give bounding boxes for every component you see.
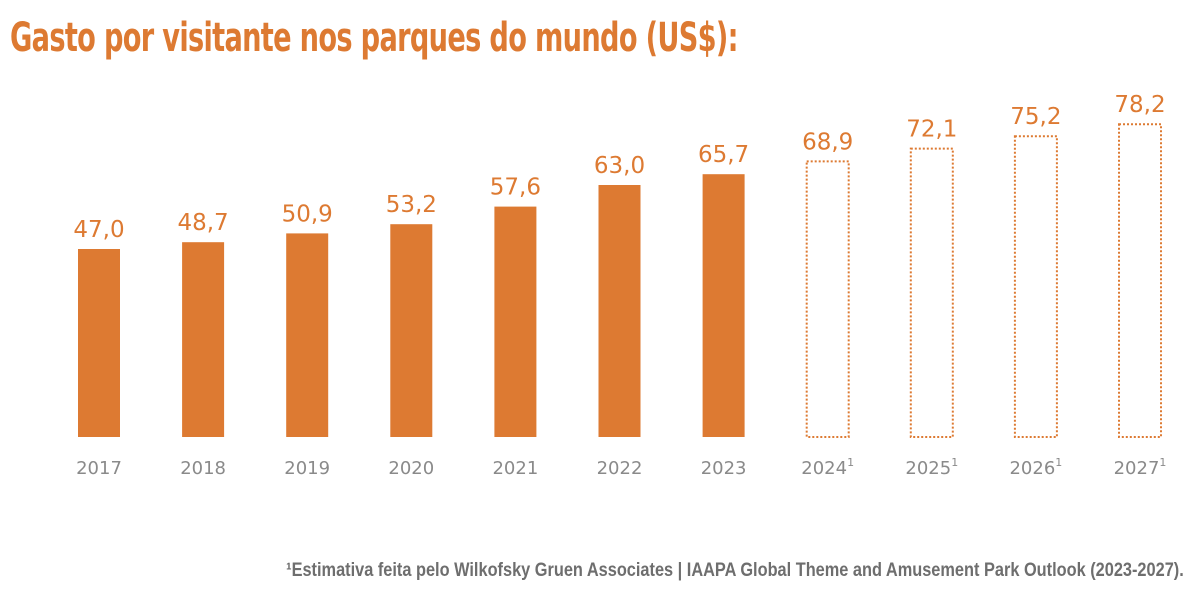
bar-estimated-2024 — [805, 160, 850, 438]
bar-chart: 47,0 2017 48,7 2018 50,9 2019 53,2 2020 57,6 2021… — [73, 92, 1167, 479]
x-tick-year: 2022 — [597, 458, 643, 479]
bar-estimated-2026 — [1013, 135, 1058, 438]
value-label-2020: 53,2 — [386, 192, 437, 218]
value-label-2018: 48,7 — [177, 210, 228, 236]
bar-estimated-2027 — [1118, 123, 1162, 438]
x-tick-label-2017: 2017 — [76, 458, 122, 479]
value-label-2017: 47,0 — [73, 217, 124, 243]
x-tick-year: 2024 — [801, 458, 847, 479]
x-tick-label-2027: 20271 — [1114, 456, 1167, 479]
bar-2020 — [390, 224, 433, 437]
value-label-2022: 63,0 — [594, 153, 645, 179]
x-tick-label-2022: 2022 — [597, 458, 643, 479]
value-label-2019: 50,9 — [282, 201, 333, 227]
x-tick-superscript: 1 — [1055, 456, 1062, 469]
x-tick-label-2018: 2018 — [180, 458, 226, 479]
source-footnote: ¹Estimativa feita pelo Wilkofsky Gruen A… — [286, 560, 1184, 581]
x-tick-label-2023: 2023 — [701, 458, 747, 479]
x-tick-year: 2017 — [76, 458, 122, 479]
bar-2017 — [78, 249, 120, 437]
x-tick-label-2021: 2021 — [492, 458, 538, 479]
value-label-2023: 65,7 — [698, 142, 749, 168]
x-tick-label-2019: 2019 — [284, 458, 330, 479]
x-tick-label-2020: 2020 — [388, 458, 434, 479]
bar-2019 — [286, 233, 329, 437]
x-tick-label-2024: 20241 — [801, 456, 854, 479]
x-tick-year: 2027 — [1114, 458, 1160, 479]
value-label-2025: 72,1 — [906, 117, 957, 143]
x-tick-superscript: 1 — [847, 456, 854, 469]
bar-2022 — [598, 185, 641, 437]
bar-2021 — [494, 206, 537, 437]
x-tick-year: 2018 — [180, 458, 226, 479]
x-tick-year: 2023 — [701, 458, 747, 479]
value-label-2024: 68,9 — [802, 129, 853, 155]
x-tick-superscript: 1 — [1159, 456, 1166, 469]
value-label-2026: 75,2 — [1010, 104, 1061, 130]
value-label-2027: 78,2 — [1114, 92, 1165, 118]
chart-title: Gasto por visitante nos parques do mundo… — [10, 15, 739, 61]
x-tick-superscript: 1 — [951, 456, 958, 469]
value-label-2021: 57,6 — [490, 175, 541, 201]
x-tick-year: 2020 — [388, 458, 434, 479]
x-tick-year: 2019 — [284, 458, 330, 479]
x-tick-year: 2026 — [1009, 458, 1055, 479]
x-tick-year: 2021 — [492, 458, 538, 479]
bar-2023 — [702, 174, 745, 437]
x-tick-year: 2025 — [905, 458, 951, 479]
bar-estimated-2025 — [909, 147, 954, 438]
x-tick-label-2025: 20251 — [905, 456, 958, 479]
x-tick-label-2026: 20261 — [1009, 456, 1062, 479]
bar-2018 — [182, 242, 225, 437]
